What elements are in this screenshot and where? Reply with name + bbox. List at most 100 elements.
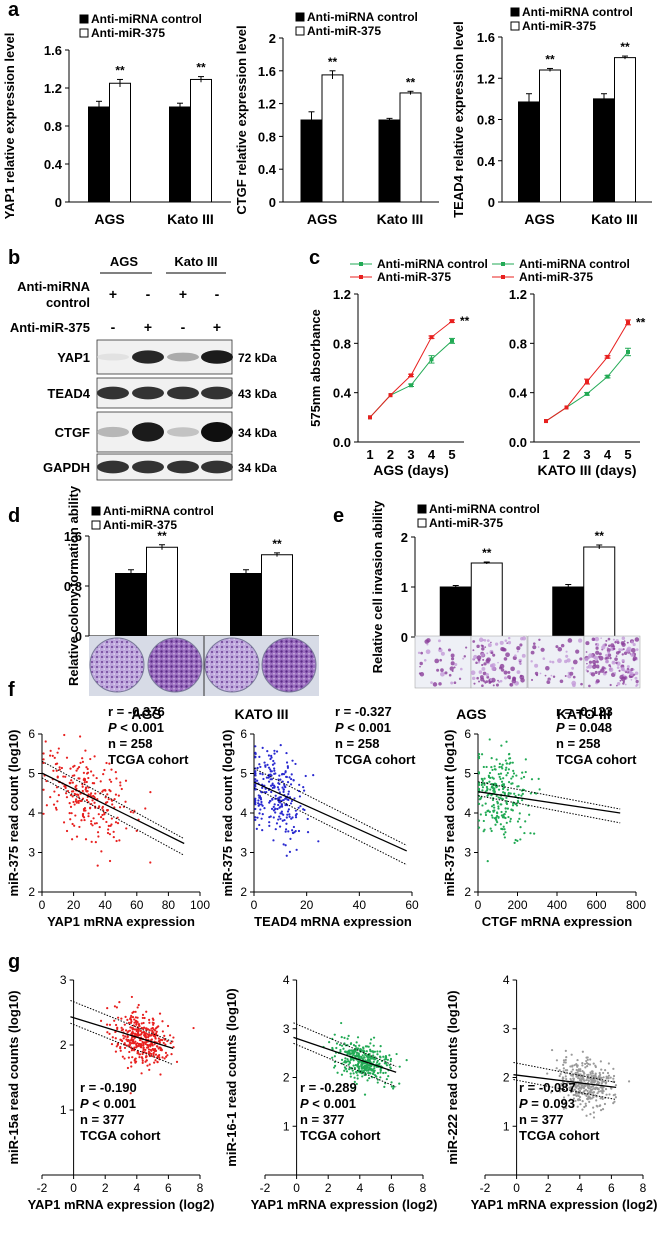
data-point	[546, 1072, 549, 1075]
invaded-cell	[633, 673, 636, 676]
data-point	[274, 772, 277, 775]
colony-plates	[89, 636, 319, 696]
data-point	[278, 815, 281, 818]
data-point	[377, 1063, 380, 1066]
y-axis-label: miR-375 read count (log10)	[442, 730, 457, 897]
colony-plate-ags-control	[89, 637, 145, 693]
data-point	[153, 1050, 156, 1053]
data-point	[147, 1048, 151, 1051]
bar-control	[439, 586, 472, 638]
invaded-cell	[470, 670, 476, 676]
data-point	[573, 1088, 576, 1091]
data-point	[123, 1057, 126, 1060]
x-axis-label: YAP1 mRNA expression (log2)	[28, 1197, 215, 1212]
data-point	[288, 850, 292, 853]
data-point	[267, 780, 271, 783]
invaded-cell	[620, 666, 625, 671]
data-point	[379, 1071, 382, 1074]
data-point	[602, 1080, 606, 1083]
data-point	[83, 781, 86, 784]
data-point	[558, 1074, 561, 1078]
panel-label-g: g	[8, 951, 20, 973]
data-point	[496, 821, 499, 824]
data-point	[55, 769, 58, 772]
data-point	[132, 1028, 135, 1031]
legend-swatch	[79, 28, 89, 38]
data-point	[481, 789, 484, 792]
data-point	[498, 775, 501, 779]
data-point	[124, 1015, 127, 1018]
y-tick-label: 0.8	[333, 336, 351, 351]
data-point	[497, 805, 500, 808]
data-point	[348, 1060, 351, 1063]
invaded-cell	[607, 653, 612, 658]
data-point	[349, 1075, 352, 1078]
data-point	[498, 766, 501, 769]
protein-band	[167, 352, 199, 362]
data-point	[365, 1067, 368, 1070]
data-point	[627, 1080, 631, 1083]
data-point	[614, 1096, 617, 1099]
data-point	[294, 809, 297, 812]
bar-mir375	[321, 74, 344, 203]
protein-band	[167, 427, 199, 437]
data-point	[129, 1092, 132, 1095]
data-point	[152, 1018, 155, 1021]
data-point	[289, 837, 292, 840]
y-axis-label: CTGF relative expression level	[234, 25, 249, 214]
data-point	[562, 1059, 566, 1062]
data-point	[166, 1024, 170, 1028]
invaded-cell	[450, 653, 455, 658]
data-point	[277, 818, 280, 821]
stat-cohort: TCGA cohort	[300, 1128, 381, 1143]
data-point	[379, 1044, 382, 1048]
data-point	[490, 757, 493, 760]
data-point	[84, 786, 88, 789]
data-point	[502, 784, 505, 787]
legend-swatch	[295, 12, 305, 22]
x-tick-label: 60	[405, 898, 419, 912]
data-point	[505, 740, 508, 743]
invaded-cell	[588, 660, 593, 664]
treatment-sign: -	[111, 319, 116, 335]
data-point	[261, 813, 264, 816]
x-tick-label: 2	[563, 447, 570, 462]
data-point	[591, 1085, 594, 1088]
data-point	[141, 1052, 144, 1056]
data-point	[159, 1047, 162, 1050]
data-point	[144, 1042, 147, 1046]
data-point	[372, 1070, 376, 1074]
data-point	[138, 1025, 141, 1028]
data-point	[477, 787, 481, 790]
x-tick-label: 20	[67, 898, 81, 912]
data-point	[265, 776, 269, 779]
data-point	[503, 836, 506, 839]
data-point	[356, 1063, 359, 1066]
invaded-cell	[512, 676, 516, 681]
data-point	[587, 1079, 590, 1082]
y-tick-label: 1	[60, 1103, 67, 1117]
legend-label: Anti-miR-375	[429, 516, 503, 530]
data-point	[298, 783, 301, 786]
data-point	[277, 778, 280, 781]
legend-swatch	[91, 520, 101, 530]
data-point	[55, 786, 59, 789]
data-point	[254, 807, 257, 811]
invaded-cell	[518, 661, 522, 665]
data-point	[382, 1071, 385, 1075]
data-point	[477, 753, 481, 756]
data-point	[352, 1044, 356, 1047]
data-point	[42, 758, 45, 761]
x-tick-label: 5	[448, 447, 455, 462]
stat-p-symbol: P	[519, 1096, 528, 1111]
invaded-cell	[567, 638, 573, 643]
data-point	[538, 788, 541, 791]
data-point	[284, 797, 287, 800]
data-point	[583, 1105, 586, 1109]
data-point	[365, 1050, 368, 1053]
invaded-cell	[462, 657, 465, 660]
data-point	[113, 797, 116, 801]
data-point	[518, 812, 521, 815]
